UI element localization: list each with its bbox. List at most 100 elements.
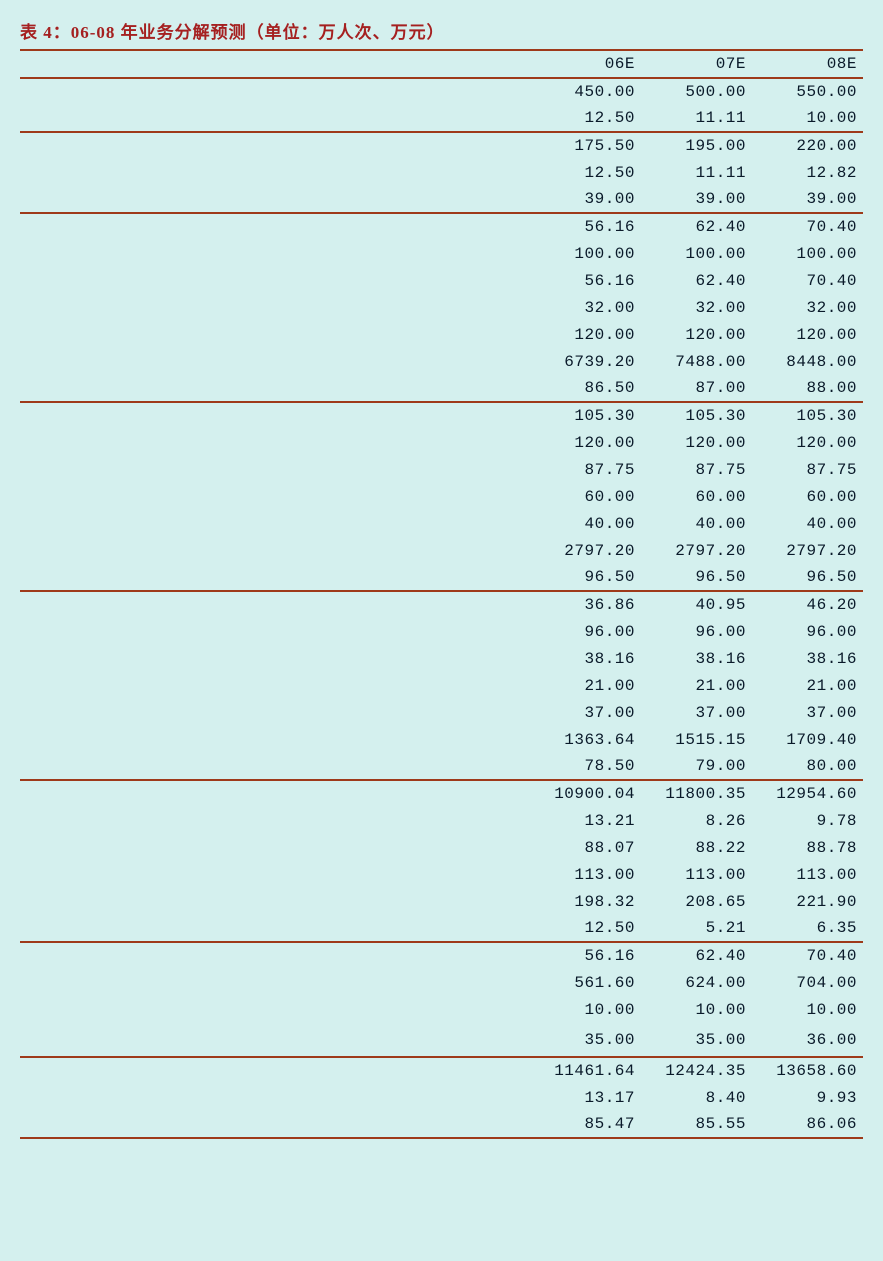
cell-value: 6.35 — [752, 915, 863, 942]
row-label — [20, 267, 530, 294]
cell-value: 46.20 — [752, 591, 863, 618]
cell-value: 88.00 — [752, 375, 863, 402]
cell-value: 9.78 — [752, 807, 863, 834]
cell-value: 07E — [641, 50, 752, 78]
cell-value: 13658.60 — [752, 1057, 863, 1084]
row-label — [20, 105, 530, 132]
cell-value: 8.40 — [641, 1084, 752, 1111]
row-label — [20, 50, 530, 78]
cell-value: 56.16 — [530, 267, 641, 294]
row-label — [20, 78, 530, 105]
cell-value: 38.16 — [530, 645, 641, 672]
table-row: 60.0060.0060.00 — [20, 483, 863, 510]
row-label — [20, 807, 530, 834]
cell-value: 62.40 — [641, 942, 752, 969]
row-label — [20, 915, 530, 942]
cell-value: 113.00 — [530, 861, 641, 888]
cell-value: 13.21 — [530, 807, 641, 834]
row-label — [20, 456, 530, 483]
cell-value: 32.00 — [752, 294, 863, 321]
cell-value: 88.07 — [530, 834, 641, 861]
row-label — [20, 564, 530, 591]
cell-value: 32.00 — [530, 294, 641, 321]
table-row: 88.0788.2288.78 — [20, 834, 863, 861]
cell-value: 78.50 — [530, 753, 641, 780]
cell-value: 8.26 — [641, 807, 752, 834]
cell-value: 96.00 — [641, 618, 752, 645]
row-label — [20, 240, 530, 267]
cell-value: 2797.20 — [752, 537, 863, 564]
table-row: 87.7587.7587.75 — [20, 456, 863, 483]
row-label — [20, 780, 530, 807]
row-label — [20, 672, 530, 699]
table-row: 105.30105.30105.30 — [20, 402, 863, 429]
cell-value: 113.00 — [641, 861, 752, 888]
row-label — [20, 321, 530, 348]
cell-value: 11.11 — [641, 159, 752, 186]
table-title: 表 4：06-08 年业务分解预测（单位：万人次、万元） — [20, 18, 863, 43]
cell-value: 175.50 — [530, 132, 641, 159]
row-label — [20, 159, 530, 186]
row-label — [20, 429, 530, 456]
table-row: 40.0040.0040.00 — [20, 510, 863, 537]
cell-value: 32.00 — [641, 294, 752, 321]
row-label — [20, 645, 530, 672]
table-row: 39.0039.0039.00 — [20, 186, 863, 213]
forecast-table: 06E07E08E450.00500.00550.0012.5011.11 10.… — [20, 49, 863, 1139]
cell-value: 38.16 — [752, 645, 863, 672]
table-row: 450.00500.00550.00 — [20, 78, 863, 105]
cell-value: 120.00 — [530, 321, 641, 348]
cell-value: 86.50 — [530, 375, 641, 402]
row-label — [20, 996, 530, 1023]
cell-value: 6739.20 — [530, 348, 641, 375]
cell-value: 70.40 — [752, 213, 863, 240]
cell-value: 220.00 — [752, 132, 863, 159]
cell-value: 9.93 — [752, 1084, 863, 1111]
cell-value: 12.50 — [530, 105, 641, 132]
cell-value: 120.00 — [530, 429, 641, 456]
cell-value: 198.32 — [530, 888, 641, 915]
cell-value: 79.00 — [641, 753, 752, 780]
cell-value: 120.00 — [641, 429, 752, 456]
cell-value: 60.00 — [530, 483, 641, 510]
table-row: 06E07E08E — [20, 50, 863, 78]
table-row: 37.0037.0037.00 — [20, 699, 863, 726]
cell-value: 70.40 — [752, 942, 863, 969]
table-row: 56.1662.4070.40 — [20, 213, 863, 240]
cell-value: 08E — [752, 50, 863, 78]
cell-value: 208.65 — [641, 888, 752, 915]
table-row: 56.1662.4070.40 — [20, 267, 863, 294]
table-row: 12.505.216.35 — [20, 915, 863, 942]
cell-value: 87.75 — [752, 456, 863, 483]
cell-value: 10900.04 — [530, 780, 641, 807]
cell-value: 113.00 — [752, 861, 863, 888]
cell-value: 10.00 — [752, 996, 863, 1023]
cell-value: 96.00 — [752, 618, 863, 645]
row-label — [20, 213, 530, 240]
cell-value: 36.86 — [530, 591, 641, 618]
cell-value: 500.00 — [641, 78, 752, 105]
cell-value: 450.00 — [530, 78, 641, 105]
cell-value: 56.16 — [530, 213, 641, 240]
row-label — [20, 537, 530, 564]
cell-value: 86.06 — [752, 1111, 863, 1138]
cell-value: 221.90 — [752, 888, 863, 915]
row-label — [20, 753, 530, 780]
cell-value: 60.00 — [641, 483, 752, 510]
cell-value: 21.00 — [752, 672, 863, 699]
cell-value: 105.30 — [641, 402, 752, 429]
cell-value: 36.00 — [752, 1023, 863, 1057]
cell-value: 5.21 — [641, 915, 752, 942]
row-label — [20, 888, 530, 915]
cell-value: 1709.40 — [752, 726, 863, 753]
row-label — [20, 294, 530, 321]
cell-value: 12424.35 — [641, 1057, 752, 1084]
cell-value: 10.00 — [530, 996, 641, 1023]
row-label — [20, 483, 530, 510]
cell-value: 39.00 — [530, 186, 641, 213]
cell-value: 39.00 — [752, 186, 863, 213]
cell-value: 100.00 — [530, 240, 641, 267]
cell-value: 38.16 — [641, 645, 752, 672]
table-row: 78.5079.0080.00 — [20, 753, 863, 780]
cell-value: 10.00 — [641, 996, 752, 1023]
